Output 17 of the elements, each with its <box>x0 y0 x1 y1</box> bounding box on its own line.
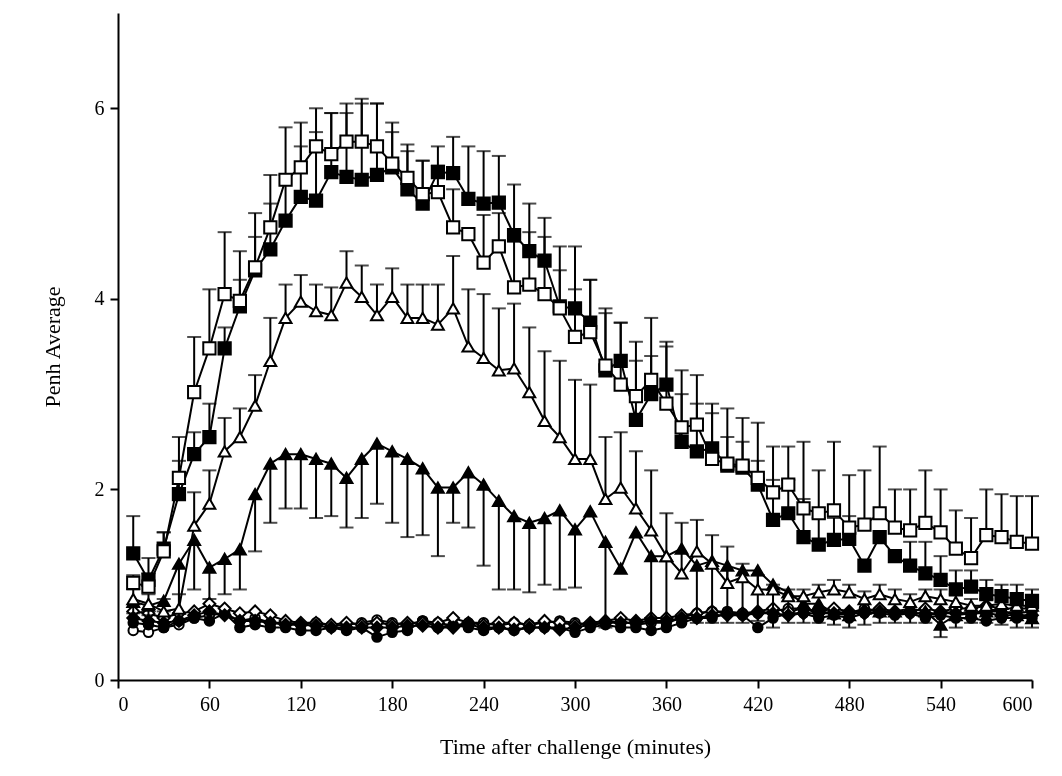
y-axis-title: Penh Average <box>39 286 65 408</box>
y-tick-label: 6 <box>94 96 105 119</box>
x-tick-label: 60 <box>199 692 220 715</box>
x-tick-label: 0 <box>118 692 129 715</box>
x-tick-label: 420 <box>743 692 774 715</box>
y-tick-label: 2 <box>94 477 105 500</box>
x-tick-label: 540 <box>926 692 957 715</box>
x-tick-label: 240 <box>469 692 500 715</box>
x-tick-label: 300 <box>560 692 591 715</box>
x-tick-label: 600 <box>1002 692 1033 715</box>
y-tick-label: 4 <box>94 287 105 310</box>
x-tick-label: 180 <box>377 692 408 715</box>
x-tick-label: 120 <box>286 692 317 715</box>
y-tick-label: 0 <box>94 668 105 691</box>
x-tick-label: 360 <box>651 692 682 715</box>
x-axis-title: Time after challenge (minutes) <box>439 733 712 759</box>
x-tick-label: 480 <box>834 692 865 715</box>
